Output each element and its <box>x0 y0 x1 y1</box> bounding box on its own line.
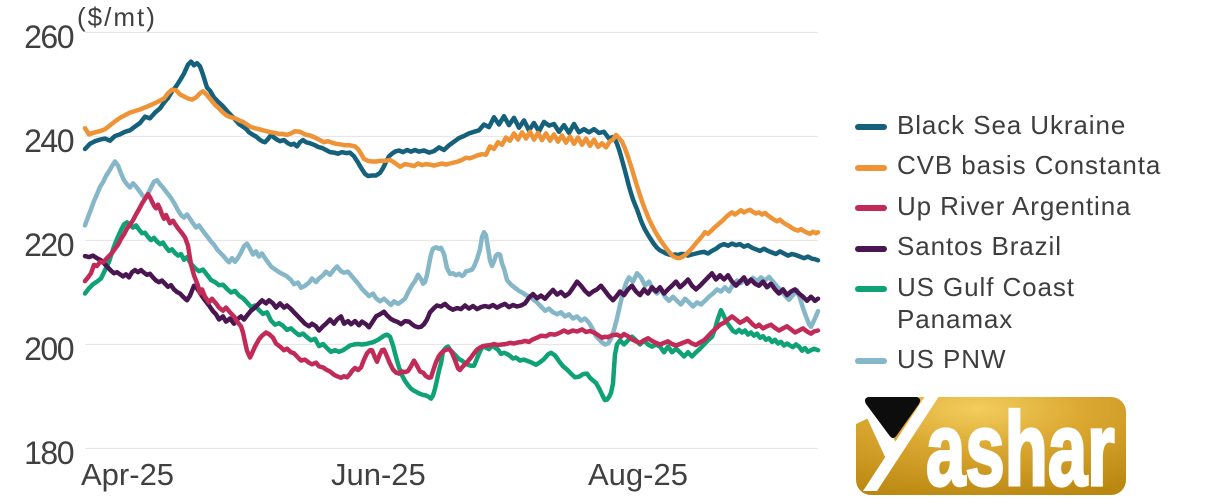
svg-text:ashar: ashar <box>926 390 1115 504</box>
